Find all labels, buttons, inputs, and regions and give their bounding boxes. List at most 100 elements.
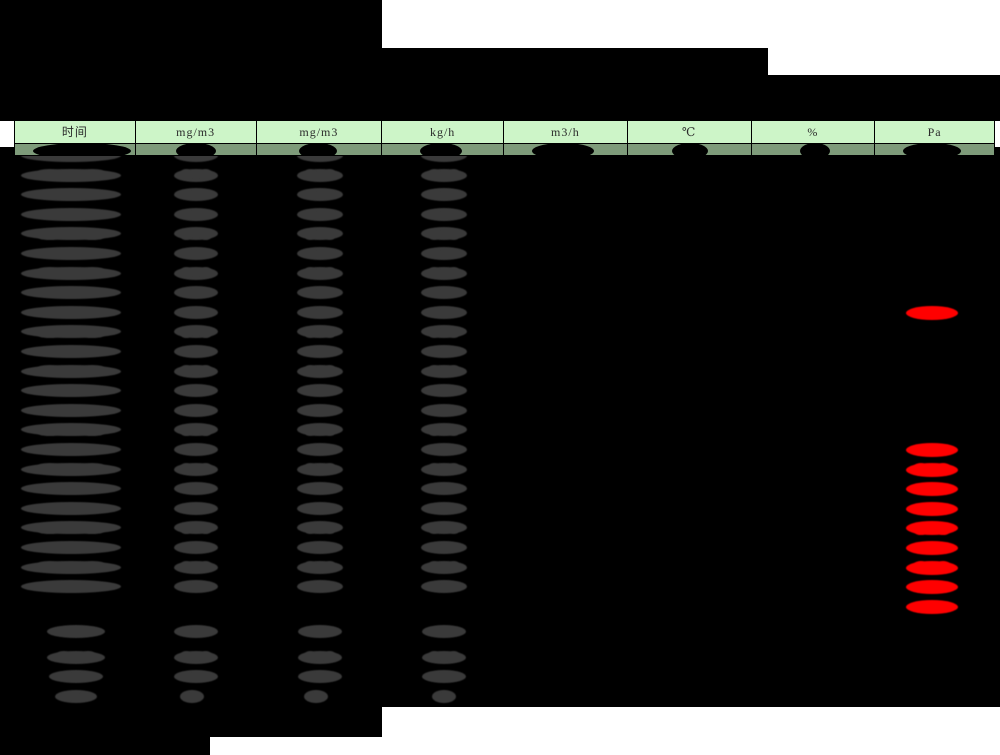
redacted-subheader-value [903,144,962,155]
redacted-cell-value [21,305,121,319]
redacted-subheader-value [532,144,594,155]
redacted-subheader-value [33,144,131,155]
redacted-alarm-value [906,560,958,575]
redacted-cell-value [21,403,121,417]
redacted-cell-value [421,423,467,437]
redacted-cell-value [421,384,467,398]
redacted-cell-value [21,325,121,339]
column-unit-label-flow_mass: kg/h [382,121,503,144]
redacted-summary-value [298,625,342,638]
redacted-cell-value [297,521,343,535]
redacted-subheader-value [175,144,216,155]
redacted-cell-value [421,345,467,358]
column-unit-label-flow_vol: m3/h [504,121,627,144]
redacted-cell-value [421,560,467,574]
redacted-cell-value [21,443,121,456]
redacted-cell-value [421,227,467,241]
redacted-cell-value [297,207,343,221]
redacted-cell-value [174,364,218,378]
redacted-summary-value [174,650,218,664]
redacted-cell-value [421,247,467,260]
column-subheader-band-pressure [875,144,994,155]
redacted-cell-value [174,345,218,358]
redacted-alarm-value [906,521,958,536]
column-header-pressure[interactable]: Pa [875,121,994,155]
redacted-cell-value [421,188,467,202]
redacted-cell-value [297,423,343,437]
column-header-temp[interactable]: ℃ [627,121,752,155]
column-unit-label-conc_b: mg/m3 [256,121,382,144]
column-subheader-band-conc_a [135,144,256,155]
redacted-cell-value [21,286,121,300]
column-header-flow_vol[interactable]: m3/h [504,121,628,155]
redacted-summary-value [298,650,342,664]
redacted-cell-value [174,168,218,182]
redacted-subheader-value [799,144,830,155]
redacted-cell-value [421,403,467,417]
column-unit-label-pressure: Pa [875,121,994,144]
redacted-cell-value [174,560,218,574]
redacted-cell-value [21,501,121,515]
redacted-cell-value [174,266,218,280]
redacted-summary-value [304,689,328,703]
column-header-time[interactable]: 时间 [15,121,136,155]
redaction-block-header-band-wide [0,75,1000,121]
redacted-cell-value [297,482,343,496]
redaction-block-header-band-mid [0,48,768,75]
redacted-cell-value [174,247,218,260]
redacted-alarm-value [906,305,958,320]
redacted-cell-value [174,384,218,398]
redacted-cell-value [21,207,121,221]
column-header-humidity[interactable]: % [751,121,876,155]
redaction-block-header-top-left [0,0,382,48]
redacted-summary-value [180,689,204,703]
redacted-cell-value [174,541,218,554]
redacted-cell-value [421,207,467,221]
redacted-cell-value [174,403,218,417]
redacted-cell-value [174,325,218,339]
redacted-summary-value [432,689,456,703]
redacted-cell-value [421,541,467,554]
redacted-alarm-value [906,580,958,595]
column-header-conc_a[interactable]: mg/m3 [135,121,257,155]
column-unit-label-humidity: % [751,121,875,144]
redacted-cell-value [297,247,343,260]
redacted-cell-value [21,521,121,535]
redacted-cell-value [174,521,218,535]
redacted-cell-value [297,188,343,202]
redacted-cell-value [174,286,218,300]
redacted-cell-value [21,462,121,476]
redacted-cell-value [421,580,467,594]
redacted-cell-value [297,305,343,319]
redacted-cell-value [21,560,121,574]
redacted-cell-value [21,580,121,594]
redacted-cell-value [174,207,218,221]
redacted-cell-value [421,521,467,535]
redacted-cell-value [421,266,467,280]
redacted-cell-value [21,168,121,182]
redacted-cell-value [297,345,343,358]
redacted-cell-value [421,443,467,456]
redacted-cell-value [297,462,343,476]
redacted-cell-value [297,168,343,182]
redacted-cell-value [297,403,343,417]
redacted-cell-value [21,423,121,437]
redacted-cell-value [297,501,343,515]
redacted-cell-value [21,345,121,358]
column-unit-label-temp: ℃ [627,121,751,144]
redacted-alarm-value [906,443,958,457]
redacted-cell-value [421,305,467,319]
redacted-cell-value [174,462,218,476]
redacted-subheader-value [420,144,463,155]
redacted-cell-value [297,266,343,280]
column-header-conc_b[interactable]: mg/m3 [256,121,383,155]
redacted-summary-value [174,625,218,638]
column-subheader-band-humidity [751,144,875,155]
redacted-cell-value [174,423,218,437]
redacted-cell-value [297,443,343,456]
column-header-flow_mass[interactable]: kg/h [382,121,504,155]
redacted-cell-value [174,305,218,319]
redacted-cell-value [21,384,121,398]
redacted-alarm-value [906,501,958,516]
